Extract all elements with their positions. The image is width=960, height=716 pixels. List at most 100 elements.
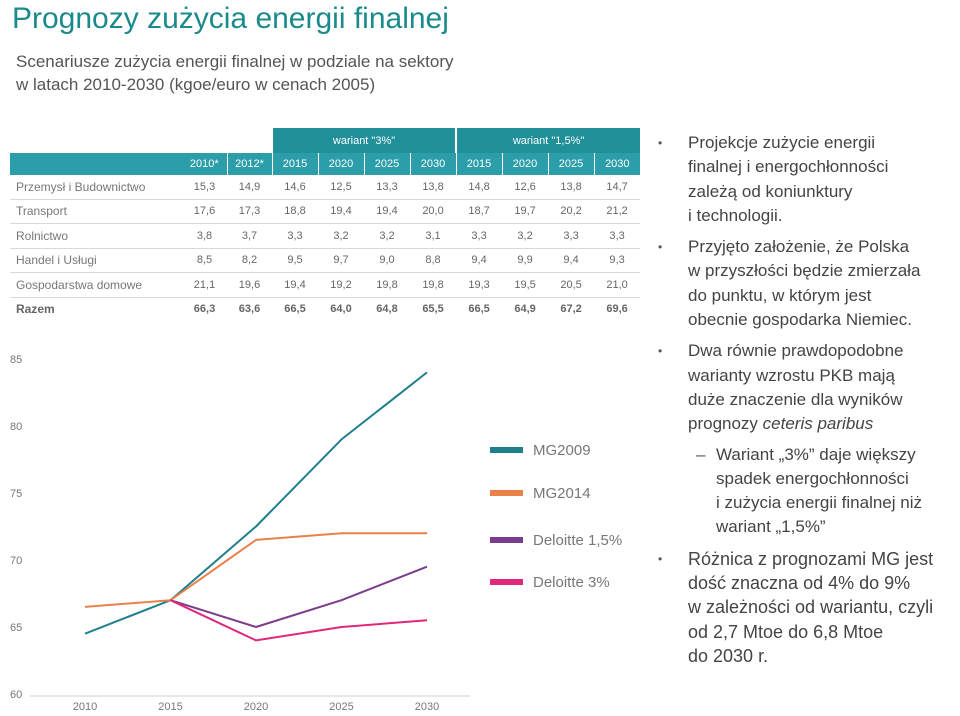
bullet-glyph: • [658,551,663,566]
sector-name: Transport [10,199,182,224]
table-cell: 19,4 [318,199,364,224]
bullet-list: • Projekcje zużycie energii finalnej i e… [656,131,960,668]
table-cell: 3,2 [502,223,549,249]
bullet-line: warianty wzrostu PKB mają [688,365,895,385]
table-cell: 66,5 [468,303,490,316]
bullet-italic-text: ceteris paribus [762,414,874,434]
bullet-line: Projekcje zużycie energii [688,133,876,152]
table-cell: 3,1 [410,223,457,249]
table-row: Gospodarstwa domowe 21,1 19,6 19,4 19,2 19,8 1… [10,272,641,298]
series-line [84,532,427,608]
table-cell: 19,6 [227,272,272,298]
x-tick-label: 2020 [244,701,268,713]
year-header: 2012* [226,153,272,175]
table-cell: 14,8 [456,175,503,200]
table-cell: 66,5 [284,303,306,316]
sub-bullet-line: wariant „1,5%” [716,517,826,537]
year-header: 2015 [271,153,318,175]
y-tick-label: 75 [10,488,22,500]
legend-swatch [490,537,523,543]
table-cell: 18,7 [456,199,503,224]
legend-swatch [490,447,523,453]
bullet-glyph: • [658,344,663,359]
table-row: Handel i Usługi 8,5 8,2 9,5 9,7 9,0 8,8 9,4 9,9 9… [10,248,641,273]
table-cell: 19,5 [502,272,549,298]
bullet-line: finalnej i energochłonności [688,157,889,177]
variant-header-row: wariant "3%" wariant "1,5%" [10,128,641,153]
y-tick-label: 60 [10,689,22,701]
table-cell: 9,9 [502,248,549,273]
x-tick-label: 2025 [329,701,353,713]
table-cell: 63,6 [238,303,261,316]
table-cell: 19,4 [272,272,318,298]
table-cell: 12,5 [318,175,364,200]
year-header: 2010* [182,153,227,175]
bullet-line: w przyszłości będzie zmierzała [688,261,921,281]
table-cell: 9,3 [594,248,641,273]
subtitle-line-1: Scenariusze zużycia energii finalnej w p… [16,52,454,71]
y-tick-label: 70 [10,555,22,567]
variant-15-header: wariant "1,5%" [455,128,641,153]
table-cell: 8,8 [410,248,457,273]
table-cell: 13,3 [364,175,410,200]
table-cell: 64,0 [330,303,352,316]
bullet-line: Przyjęto założenie, że Polska [688,237,910,257]
bullet-line: zależą od koniunktury [688,181,853,201]
variant-3-header: wariant "3%" [270,128,457,153]
table-row: Transport 17,6 17,3 18,8 19,4 19,4 20,0 18,7 19,… [10,199,641,224]
table-cell: 17,3 [227,199,272,224]
sector-name: Handel i Usługi [10,248,182,273]
table-row: Razem 66,3 63,6 66,5 64,0 64,8 65,5 66,5 64,9 67,… [10,297,640,321]
y-tick-label: 80 [10,421,22,433]
bullet-line: prognozy ceteris paribus [688,412,960,436]
table-cell: 3,7 [227,223,272,249]
table-cell: 21,0 [594,272,641,298]
bullet-line: dość znaczna od 4% do 9% [688,573,911,594]
table-cell: 3,3 [594,223,641,249]
bullet-assumption: • Przyjęto założenie, że Polska w przysz… [656,235,960,332]
bullet-glyph: • [658,136,663,150]
year-header: 2030 [593,153,641,175]
table-cell: 3,3 [272,223,318,249]
year-header: 2020 [501,153,549,175]
table-cell: 20,0 [410,199,457,224]
bullet-line: do punktu, w którym jest [688,285,872,305]
y-tick-label: 65 [10,622,22,634]
table-cell: 9,7 [318,248,364,273]
series-line [170,599,428,642]
table-cell: 67,2 [560,303,582,316]
year-header: 2015 [455,153,503,175]
table-cell: 20,2 [548,199,595,224]
table-cell: 12,6 [502,175,549,200]
year-header: 2025 [547,153,595,175]
page-subtitle: Scenariusze zużycia energii finalnej w p… [16,50,576,96]
table-cell: 3,3 [456,223,503,249]
table-cell: 21,2 [594,199,641,224]
legend-swatch [490,490,523,496]
table-body: Przemysł i Budownictwo 15,3 14,9 14,6 12,5 13… [10,175,641,321]
table-cell: 65,5 [422,303,444,316]
sector-table: wariant "3%" wariant "1,5%" 2010* 2012* … [10,128,641,321]
table-cell: 19,7 [502,199,549,224]
table-cell: 69,6 [606,303,628,316]
series-line [84,371,428,635]
table-cell: 19,2 [318,272,364,298]
energy-line-chart: 60 65 70 75 80 85 2010 2015 2020 2025 2030 MG2009 MG… [10,354,622,713]
dash-glyph: – [696,444,706,464]
sector-name: Gospodarstwa domowe [10,272,182,298]
table-cell: 9,5 [272,248,318,273]
bullet-variants: • Dwa równie prawdopodobne warianty wzro… [656,339,960,436]
bullet-glyph: • [658,240,663,255]
table-cell: 13,8 [410,175,457,200]
subtitle-line-2: w latach 2010-2030 (kgoe/euro w cenach 2… [16,75,376,94]
year-header: 2020 [317,153,364,175]
table-cell: 14,9 [227,175,272,200]
sector-name: Razem [16,302,55,317]
table-cell: 21,1 [182,272,227,298]
bullet-line: Dwa równie prawdopodobne [688,341,904,361]
table-cell: 14,7 [594,175,641,200]
bullet-line: od 2,7 Mtoe do 6,8 Mtoe [688,621,884,642]
series-line [170,565,428,628]
table-cell: 8,5 [182,248,227,273]
legend-swatch [490,579,523,585]
